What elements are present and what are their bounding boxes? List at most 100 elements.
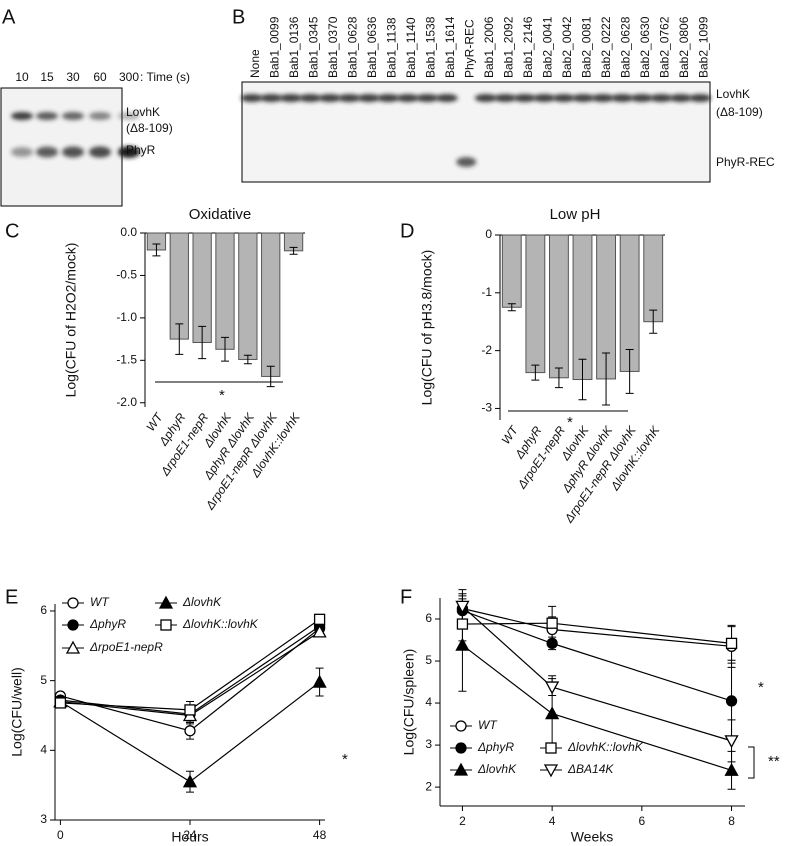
error-bar [578, 358, 587, 401]
label: Bab2_0042 [560, 16, 574, 78]
label: WT [478, 718, 498, 732]
label: PhyR-REC [716, 155, 775, 169]
legend-marker [453, 762, 469, 776]
label: 10 [15, 70, 29, 84]
error-bar [649, 309, 658, 334]
label: Oxidative [189, 206, 252, 223]
marker [455, 637, 470, 651]
label: 6 [638, 814, 645, 828]
label: 8 [728, 814, 735, 828]
label: Bab2_0628 [618, 16, 632, 78]
label: -2 [481, 343, 492, 357]
label: (Δ8-109) [126, 121, 173, 135]
label: Bab1_0099 [267, 16, 281, 78]
panel-letter: C [5, 220, 19, 242]
label: Bab1_0345 [306, 16, 320, 78]
legend-marker [455, 742, 467, 754]
label: ΔlovhK::lovhK [567, 740, 644, 754]
legend-marker [158, 595, 174, 609]
label: 6 [425, 611, 432, 625]
legend-marker [543, 764, 559, 778]
label: * [567, 414, 573, 431]
label: ΔlovhK::lovhK [182, 617, 259, 631]
bar [643, 234, 664, 323]
panel-letter: B [232, 6, 245, 28]
error-bar [221, 336, 229, 362]
bar [572, 234, 593, 381]
series-line [462, 607, 732, 647]
error-bar [625, 348, 634, 394]
label: ΔphyR [89, 617, 126, 631]
band [260, 94, 283, 102]
label: 60 [93, 70, 107, 84]
band [416, 94, 439, 102]
label: 6 [40, 603, 47, 617]
label: 24 [183, 828, 197, 842]
label: -2.0 [116, 395, 137, 409]
label: * [342, 751, 348, 768]
error-bar [554, 367, 563, 389]
band [513, 94, 536, 102]
label: 0.0 [120, 225, 137, 239]
label: Hours [171, 829, 208, 845]
label: 4 [549, 814, 556, 828]
label: None [248, 49, 262, 78]
label: ΔBA14K [567, 762, 614, 776]
label: 3 [425, 737, 432, 751]
band [299, 94, 322, 102]
error-bar [289, 246, 298, 255]
label: 2 [425, 779, 432, 793]
legend-marker [65, 640, 81, 654]
marker [724, 735, 739, 749]
label: 15 [40, 70, 54, 84]
marker [456, 618, 469, 630]
panel-letter: F [400, 586, 412, 608]
bar [501, 234, 522, 308]
label: -3 [481, 401, 492, 415]
marker [312, 674, 327, 688]
error-bar [266, 365, 275, 388]
band [279, 94, 302, 102]
panel-letter: E [5, 586, 18, 608]
legend-marker [67, 597, 79, 609]
band [62, 112, 84, 120]
label: 5 [40, 673, 47, 687]
bar [169, 232, 189, 340]
label: * [219, 387, 225, 404]
bar [549, 234, 569, 379]
error-bar [198, 325, 207, 360]
bracket [748, 746, 755, 779]
marker [182, 774, 198, 788]
label: Bab1_2146 [521, 16, 535, 78]
band [689, 94, 712, 102]
label: Bab1_1538 [423, 16, 437, 78]
label: PhyR [126, 143, 156, 157]
band [572, 94, 595, 102]
label: (Δ8-109) [716, 105, 763, 119]
label: Log(CFU of pH3.8/mock) [419, 250, 435, 406]
label: Low pH [550, 206, 601, 223]
band [533, 94, 556, 102]
bar [238, 232, 258, 360]
label: Bab1_1614 [443, 16, 457, 78]
label: Bab2_1099 [696, 16, 710, 78]
series-line [462, 605, 732, 742]
band [11, 112, 33, 120]
label: Bab1_2006 [482, 16, 496, 78]
band [62, 146, 84, 158]
label: LovhK [716, 87, 750, 101]
label: Weeks [571, 829, 614, 845]
legend-marker [160, 619, 172, 631]
label: Log(CFU/spleen) [401, 649, 417, 756]
label: ΔlovhK [477, 762, 517, 776]
marker [725, 695, 738, 707]
label: Bab1_0628 [345, 16, 359, 78]
band [118, 112, 140, 120]
label: Bab1_2092 [501, 16, 515, 78]
marker [545, 681, 560, 695]
label: Bab2_0081 [579, 16, 593, 78]
band [118, 146, 140, 158]
label: ΔlovhK [182, 595, 222, 609]
marker [546, 637, 558, 650]
